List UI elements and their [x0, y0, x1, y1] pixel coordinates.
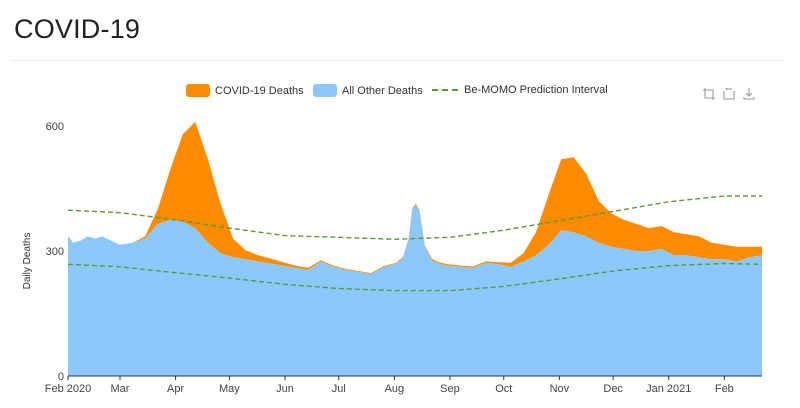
legend-swatch-bemomo [432, 89, 458, 91]
x-tick-label: Jul [332, 383, 346, 395]
page-title: COVID-19 [14, 14, 141, 44]
x-tick-label: Mar [111, 383, 130, 395]
x-tick-label: Feb 2020 [45, 383, 91, 395]
x-tick-label: Aug [385, 383, 405, 395]
series-line-bemomo-upper [67, 195, 762, 241]
legend-swatch-covid [186, 84, 210, 97]
plot-area [67, 121, 763, 376]
legend-label-covid: COVID-19 Deaths [215, 84, 304, 97]
x-tick-label: Dec [603, 383, 623, 395]
series-area-covid-deaths [68, 121, 762, 274]
y-tick-label: 600 [46, 121, 64, 133]
x-tick-label: Jan 2021 [646, 383, 691, 395]
zoom-reset-icon[interactable] [722, 87, 736, 101]
download-icon[interactable] [742, 87, 756, 101]
legend-label-other: All Other Deaths [342, 84, 423, 97]
x-tick-label: Apr [167, 383, 184, 395]
legend-item-other[interactable]: All Other Deaths [313, 84, 423, 97]
x-tick-label: Sep [440, 383, 460, 395]
legend-swatch-other [313, 84, 337, 97]
zoom-icon[interactable] [702, 87, 716, 101]
x-tick-label: Nov [550, 383, 570, 395]
y-tick-label: 300 [46, 246, 64, 258]
chart-legend: COVID-19 Deaths All Other Deaths Be-MOMO… [0, 84, 800, 102]
x-tick-label: Feb [715, 383, 734, 395]
legend-label-bemomo: Be-MOMO Prediction Interval [464, 84, 608, 96]
x-tick-label: May [219, 383, 240, 395]
x-tick-label: Jun [276, 383, 294, 395]
axis-layer: 0 300 600 Feb 2020 Mar Apr May Jun Jul Aug Sep Oct N… [22, 121, 762, 395]
title-divider [12, 60, 784, 61]
x-tick-label: Oct [495, 383, 512, 395]
series-line-bemomo-lower [67, 262, 763, 292]
y-axis-title: Daily Deaths [22, 233, 33, 290]
legend-item-bemomo[interactable]: Be-MOMO Prediction Interval [432, 84, 608, 96]
legend-item-covid[interactable]: COVID-19 Deaths [186, 84, 304, 97]
chart-toolbox [702, 87, 762, 101]
y-tick-label: 0 [58, 371, 64, 383]
